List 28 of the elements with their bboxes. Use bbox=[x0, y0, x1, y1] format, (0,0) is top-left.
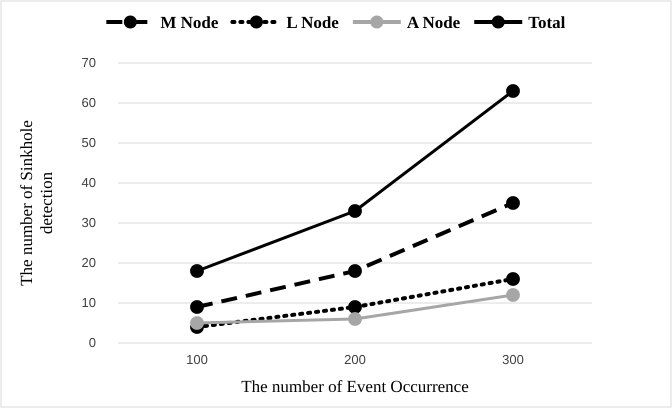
point bbox=[506, 272, 520, 286]
y-tick-label: 40 bbox=[82, 175, 96, 190]
y-tick-label: 20 bbox=[82, 255, 96, 270]
point bbox=[348, 264, 362, 278]
legend-label: L Node bbox=[286, 13, 340, 32]
y-tick-label: 0 bbox=[88, 335, 96, 350]
point bbox=[506, 196, 520, 210]
point bbox=[190, 300, 204, 314]
legend-label: Total bbox=[528, 13, 566, 32]
x-tick-label: 200 bbox=[344, 352, 366, 368]
point bbox=[506, 84, 520, 98]
point bbox=[348, 312, 362, 326]
point bbox=[190, 316, 204, 330]
point bbox=[348, 300, 362, 314]
point bbox=[348, 204, 362, 218]
y-tick-label: 60 bbox=[82, 95, 96, 110]
legend-label: M Node bbox=[160, 13, 219, 32]
x-tick-label: 300 bbox=[502, 352, 524, 368]
y-tick-label: 30 bbox=[82, 215, 96, 230]
x-tick-label: 100 bbox=[186, 352, 208, 368]
y-tick-label: 70 bbox=[82, 55, 96, 70]
point bbox=[190, 264, 204, 278]
y-tick-label: 50 bbox=[82, 135, 96, 150]
y-axis-title: The number of Sinkhole detection bbox=[17, 120, 56, 286]
y-tick-label: 10 bbox=[82, 295, 96, 310]
x-axis-title: The number of Event Occurrence bbox=[241, 377, 469, 396]
legend-label: A Node bbox=[406, 13, 461, 32]
point bbox=[506, 288, 520, 302]
